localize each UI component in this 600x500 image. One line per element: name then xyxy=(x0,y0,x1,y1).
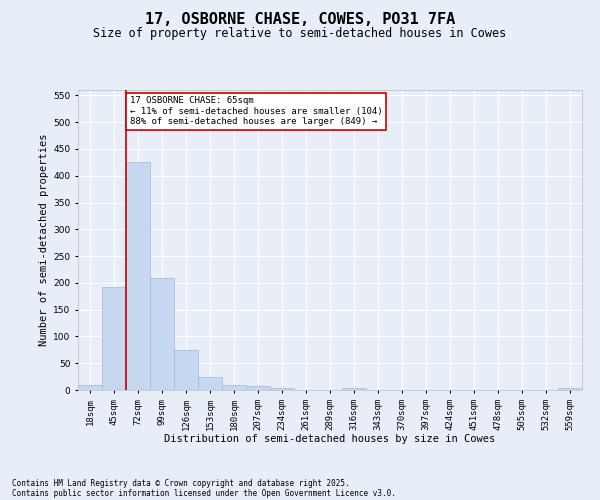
Bar xyxy=(126,162,150,390)
Bar xyxy=(342,388,366,390)
Bar xyxy=(222,384,246,390)
Bar xyxy=(246,386,270,390)
Bar xyxy=(198,376,222,390)
Bar xyxy=(174,350,198,390)
Bar xyxy=(78,384,102,390)
Bar xyxy=(270,388,294,390)
X-axis label: Distribution of semi-detached houses by size in Cowes: Distribution of semi-detached houses by … xyxy=(164,434,496,444)
Text: 17, OSBORNE CHASE, COWES, PO31 7FA: 17, OSBORNE CHASE, COWES, PO31 7FA xyxy=(145,12,455,28)
Text: 17 OSBORNE CHASE: 65sqm
← 11% of semi-detached houses are smaller (104)
88% of s: 17 OSBORNE CHASE: 65sqm ← 11% of semi-de… xyxy=(130,96,382,126)
Bar xyxy=(558,388,582,390)
Y-axis label: Number of semi-detached properties: Number of semi-detached properties xyxy=(39,134,49,346)
Text: Contains HM Land Registry data © Crown copyright and database right 2025.: Contains HM Land Registry data © Crown c… xyxy=(12,478,350,488)
Text: Size of property relative to semi-detached houses in Cowes: Size of property relative to semi-detach… xyxy=(94,28,506,40)
Text: Contains public sector information licensed under the Open Government Licence v3: Contains public sector information licen… xyxy=(12,488,396,498)
Bar xyxy=(102,286,126,390)
Bar xyxy=(150,278,174,390)
